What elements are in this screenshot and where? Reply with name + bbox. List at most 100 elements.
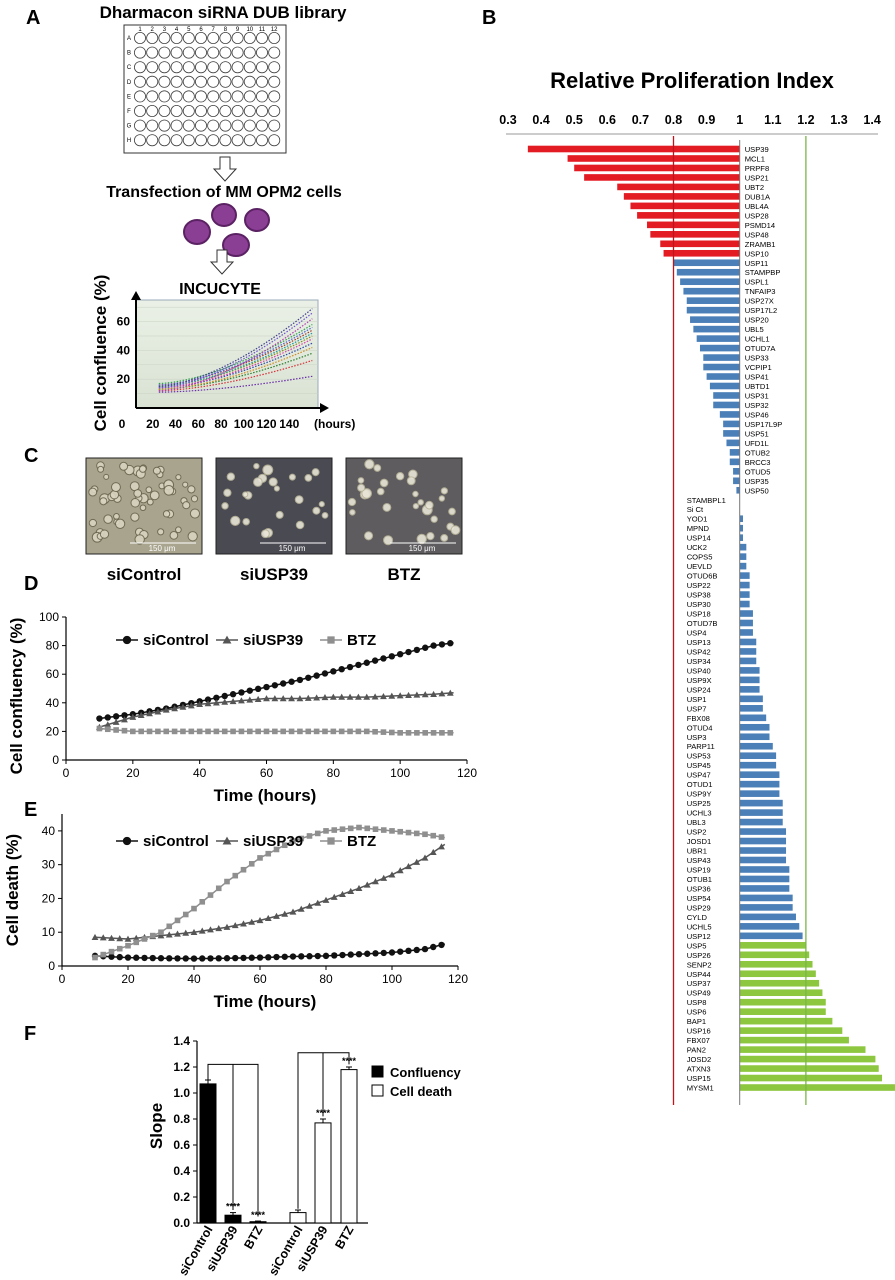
y-tick-label: 20 [42, 891, 56, 905]
gene-label: USP45 [687, 761, 711, 770]
series-marker-siUSP39 [371, 693, 379, 700]
gene-label: UBTD1 [745, 382, 770, 391]
cell-blob [440, 533, 449, 542]
plate-col-label: 1 [138, 27, 142, 33]
gene-label: USP28 [745, 211, 769, 220]
series-marker-BTZ [108, 948, 115, 955]
legend-marker [222, 635, 232, 644]
plate-well [243, 119, 256, 132]
series-marker-siControl [314, 952, 321, 960]
plate-well [231, 119, 244, 132]
series-marker-BTZ [232, 872, 239, 879]
series-marker-siUSP39 [396, 867, 404, 874]
gene-label: BRCC3 [745, 458, 771, 467]
cell-blob [187, 485, 196, 494]
proliferation-x-tick: 0.5 [566, 113, 583, 127]
proliferation-bar [739, 942, 806, 949]
plate-well [170, 119, 183, 132]
series-marker-siControl [254, 685, 262, 693]
legend-label: siUSP39 [243, 833, 303, 850]
series-marker-siUSP39 [429, 848, 437, 856]
plate-well [207, 32, 220, 45]
cell-blob [412, 490, 419, 498]
series-marker-siUSP39 [339, 890, 346, 897]
proliferation-bar [713, 401, 740, 409]
incucyte-y-tick: 60 [117, 315, 131, 329]
plate-col-label: 2 [151, 27, 155, 33]
gene-label: ATXN3 [687, 1065, 711, 1074]
panel-label-d: D [24, 573, 38, 595]
series-marker-BTZ [314, 830, 321, 837]
plate-well [158, 105, 171, 118]
gene-label: OTUB1 [687, 875, 712, 884]
series-line-siUSP39 [94, 843, 446, 940]
series-marker-siUSP39 [116, 935, 124, 942]
series-marker-siUSP39 [347, 887, 355, 894]
series-marker-siUSP39 [91, 933, 99, 941]
proliferation-bar [676, 268, 740, 276]
series-marker-siControl [331, 952, 338, 959]
cell-blob [448, 507, 456, 516]
series-marker-siControl [157, 955, 165, 962]
cell-blob [175, 474, 182, 481]
gene-label: USP31 [745, 391, 769, 400]
proliferation-bar [739, 866, 790, 873]
gene-label: PAN2 [687, 1046, 706, 1055]
plate-well [146, 105, 159, 118]
proliferation-bar [650, 231, 740, 238]
series-marker-siControl [313, 672, 320, 679]
gene-label: USP6 [687, 1008, 707, 1017]
plate-well [158, 61, 171, 74]
series-marker-siUSP39 [190, 928, 198, 935]
x-tick-label: 20 [121, 972, 135, 986]
gene-label: USP47 [687, 771, 711, 780]
proliferation-bars [527, 145, 895, 1091]
plate-well [255, 105, 268, 118]
proliferation-bar [726, 439, 740, 447]
gene-label: PSMD14 [745, 221, 775, 230]
series-marker-BTZ [290, 838, 296, 844]
cell-blob [221, 502, 229, 510]
proliferation-bar [574, 164, 740, 172]
cell-blob [424, 500, 434, 510]
cell-blob [88, 518, 98, 528]
incucyte-x-tick: 0 [119, 417, 126, 431]
proliferation-bar [739, 1084, 895, 1091]
proliferation-bar [739, 780, 780, 788]
series-marker-siControl [372, 950, 379, 957]
proliferation-bar [739, 629, 753, 636]
series-marker-siControl [166, 955, 173, 962]
x-tick-label: 0 [59, 972, 66, 986]
incucyte-curves [158, 308, 313, 393]
series-marker-BTZ [255, 728, 261, 735]
cell-blob [103, 473, 110, 480]
proliferation-bar [739, 553, 747, 560]
plate-well [219, 46, 232, 59]
series-marker-siControl [204, 696, 212, 703]
proliferation-bar [647, 221, 740, 229]
cell-blob [99, 497, 108, 506]
series-marker-siUSP39 [396, 692, 404, 699]
series-marker-siUSP39 [438, 690, 446, 697]
gene-label: UCHL1 [745, 335, 770, 344]
plate-well [243, 134, 256, 147]
comparison-bracket [297, 1052, 350, 1209]
scale-bar-label: 150 μm [409, 544, 436, 553]
plate-well [194, 32, 207, 45]
proliferation-bar [729, 449, 740, 456]
series-marker-siUSP39 [372, 878, 379, 885]
proliferation-x-tick: 1.4 [863, 113, 880, 127]
plate-well [133, 46, 146, 59]
cell-blob [242, 517, 250, 526]
proliferation-bar [739, 1008, 826, 1015]
series-marker-BTZ [413, 830, 420, 837]
gene-label: USP9Y [687, 790, 712, 799]
plate-well [219, 134, 232, 147]
gene-label: USP26 [687, 951, 711, 960]
series-marker-siUSP39 [264, 914, 272, 922]
plate-well [146, 46, 159, 59]
series-marker-BTZ [174, 917, 181, 924]
series-marker-BTZ [96, 725, 103, 732]
proliferation-bar [739, 686, 760, 693]
plate-well [182, 61, 195, 74]
